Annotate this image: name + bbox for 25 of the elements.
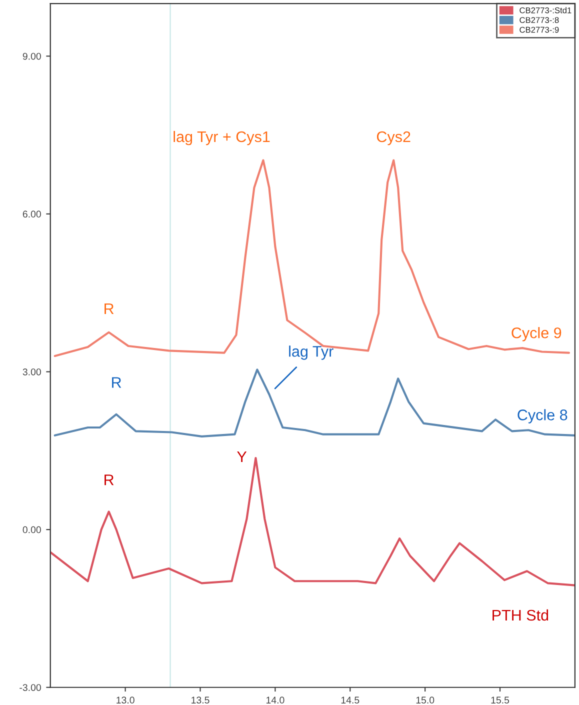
annotation: Cycle 8 [518, 409, 568, 424]
x-tick-label: 14.5 [341, 696, 360, 704]
x-tick-label: 15.0 [416, 696, 434, 704]
line-series [54, 368, 575, 438]
legend-label: CB2773-:8 [520, 17, 559, 24]
y-tick-label: -3.00 [20, 684, 41, 691]
annotation: lag Tyr [289, 346, 334, 360]
annotation: R [104, 304, 114, 314]
x-tick-label: 13.0 [116, 696, 134, 704]
legend-label: CB2773-:9 [520, 26, 559, 33]
annotation: Y [237, 451, 247, 462]
y-tick-label: 6.00 [22, 210, 41, 218]
annotation: Cycle 9 [512, 327, 562, 342]
x-tick-label: 15.5 [491, 696, 510, 704]
annotation: Cys2 [376, 131, 410, 146]
x-tick-label: 13.5 [192, 696, 210, 704]
annotation: R [112, 377, 122, 388]
annotation: PTH Std [492, 609, 548, 621]
x-tick-label: 14.0 [266, 696, 284, 704]
annotation: R [104, 474, 114, 486]
y-tick-label: 9.00 [22, 52, 41, 60]
y-tick-label: 3.00 [22, 368, 41, 376]
annotation: lag Tyr + Cys1 [174, 130, 270, 146]
y-tick-label: 0.00 [22, 526, 41, 534]
legend-label: CB2773-:Std1 [520, 7, 572, 14]
